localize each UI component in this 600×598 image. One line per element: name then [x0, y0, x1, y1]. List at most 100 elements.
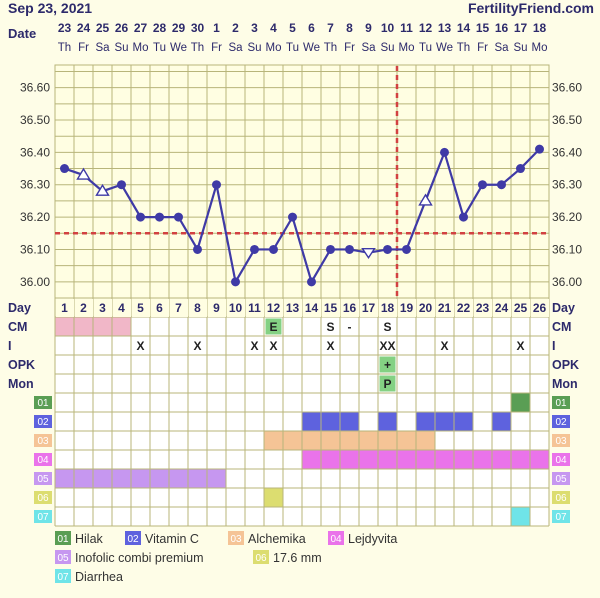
day-cell: [436, 299, 454, 317]
day-cell: [94, 299, 112, 317]
row-cell: [454, 317, 473, 336]
weekday-label: Mo: [266, 42, 282, 54]
row-cell: [112, 412, 131, 431]
date-label: 24: [77, 21, 91, 35]
row-cell: [283, 412, 302, 431]
row-cell: [207, 393, 226, 412]
med-cell: [340, 412, 359, 431]
weekday-label: Tu: [153, 42, 166, 54]
row-cell: [378, 393, 397, 412]
row-cell: [226, 431, 245, 450]
row-cell: [188, 317, 207, 336]
day-cell: [360, 299, 378, 317]
weekday-label: Mo: [532, 42, 548, 54]
legend-name: 17.6 mm: [273, 551, 322, 565]
med-id-left: 03: [37, 436, 49, 447]
row-cell: [245, 336, 264, 355]
row-cell: [492, 488, 511, 507]
data-rows: [34, 299, 570, 526]
cycle-day-label: 16: [343, 301, 357, 315]
row-cell: [473, 393, 492, 412]
temp-point: [535, 144, 544, 154]
med-cell: [530, 450, 549, 469]
brand-link[interactable]: FertilityFriend.com: [467, 0, 594, 16]
legend-swatch: [253, 550, 269, 564]
row-cell: [169, 412, 188, 431]
date-label: 27: [134, 21, 148, 35]
med-cell: [169, 469, 188, 488]
date-label: 4: [270, 21, 277, 35]
row-cell: [435, 355, 454, 374]
row-cell: [245, 450, 264, 469]
med-cell: [321, 450, 340, 469]
row-cell: [74, 355, 93, 374]
weekday-label: Fr: [211, 42, 222, 54]
row-cell: [302, 488, 321, 507]
med-badge-right: [552, 396, 570, 409]
row-cell: [359, 317, 378, 336]
med-cell: [359, 431, 378, 450]
row-cell: [188, 393, 207, 412]
med-id-right: 02: [555, 417, 567, 428]
row-cell: [207, 355, 226, 374]
row-cell: [93, 336, 112, 355]
row-cell: [245, 469, 264, 488]
legend-id: 07: [57, 572, 69, 583]
med-badge-right: [552, 415, 570, 428]
cycle-day-label: 14: [305, 301, 319, 315]
weekday-label: Th: [324, 42, 337, 54]
med-id-right: 03: [555, 436, 567, 447]
row-cell: [378, 469, 397, 488]
row-cell: [492, 469, 511, 488]
temp-point: [516, 164, 525, 174]
period-cell: [74, 317, 93, 336]
legend-id: 06: [255, 553, 267, 564]
weekday-label: Tu: [286, 42, 299, 54]
row-cell: [530, 507, 549, 526]
y-tick-left: 36.00: [20, 275, 50, 289]
temp-point: [193, 244, 202, 254]
weekday-label: Th: [58, 42, 71, 54]
cycle-day-label: 5: [137, 301, 144, 315]
row-cell: [397, 488, 416, 507]
temp-point: [136, 212, 145, 222]
y-tick-right: 36.50: [552, 113, 582, 127]
temp-point: [269, 244, 278, 254]
row-label-right-day: Day: [552, 301, 575, 315]
row-cell: [416, 336, 435, 355]
weekday-label: Su: [380, 42, 394, 54]
date-label: 3: [251, 21, 258, 35]
row-cell: [435, 507, 454, 526]
cycle-day-label: 11: [248, 301, 261, 315]
weekday-label: Fr: [344, 42, 355, 54]
date-label: 16: [495, 21, 509, 35]
med-cell: [150, 469, 169, 488]
legend-swatch: [55, 550, 71, 564]
row-cell: [302, 507, 321, 526]
weekday-label: Su: [114, 42, 128, 54]
date-label: 1: [213, 21, 220, 35]
row-cell: [302, 355, 321, 374]
weekday-label: Mo: [399, 42, 415, 54]
y-tick-left: 36.60: [20, 81, 50, 95]
header-date: Sep 23, 2021: [8, 0, 93, 16]
temp-point: [288, 212, 297, 222]
cm-mark: S: [326, 320, 334, 334]
row-cell: [245, 317, 264, 336]
weekday-label: Th: [191, 42, 204, 54]
row-cell: [397, 507, 416, 526]
i-mark: X: [269, 339, 277, 353]
row-cell: [93, 507, 112, 526]
row-cell: [321, 469, 340, 488]
y-tick-left: 36.20: [20, 210, 50, 224]
row-cell: [492, 431, 511, 450]
row-cell: [511, 374, 530, 393]
row-cell: [169, 507, 188, 526]
cycle-day-label: 6: [156, 301, 163, 315]
row-cell: [530, 488, 549, 507]
row-cell: [245, 412, 264, 431]
row-cell: [188, 450, 207, 469]
row-cell: [283, 507, 302, 526]
date-label: 15: [476, 21, 490, 35]
row-cell: [226, 488, 245, 507]
